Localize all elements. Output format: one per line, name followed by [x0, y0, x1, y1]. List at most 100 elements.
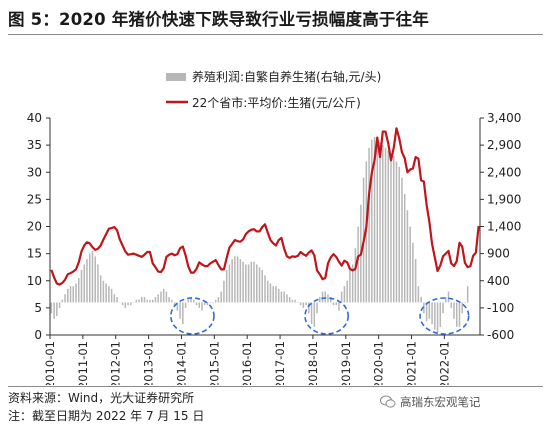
profit-bar — [319, 297, 321, 303]
profit-bar — [455, 302, 458, 327]
profit-bar — [80, 269, 83, 303]
profit-bar — [297, 302, 299, 303]
x-axis-tick-label: 2017-01 — [273, 341, 287, 385]
watermark: 高瑞东宏观笔记 — [380, 394, 481, 410]
profit-bar — [220, 291, 222, 303]
legend-swatch-profit — [166, 73, 186, 81]
profit-bar — [335, 302, 337, 306]
right-axis-tick-label: 900 — [487, 247, 510, 261]
left-axis-tick-label: 5 — [34, 301, 42, 315]
profit-bar — [91, 250, 94, 303]
profit-bar — [299, 302, 302, 306]
profit-bar — [119, 302, 121, 303]
profit-bar — [313, 302, 316, 327]
profit-bar — [165, 291, 168, 303]
left-axis-tick-label: 10 — [27, 274, 42, 288]
profit-bar — [146, 299, 148, 303]
profit-bar — [108, 286, 110, 303]
profit-bar — [143, 297, 146, 303]
profit-bar — [447, 291, 450, 303]
profit-bar — [168, 297, 170, 303]
profit-bar — [294, 299, 296, 303]
profit-bar — [316, 302, 318, 314]
profit-bar — [99, 275, 102, 303]
profit-bar — [236, 256, 239, 303]
profit-bar — [266, 280, 269, 303]
loss-circle — [170, 297, 215, 335]
profit-bar — [384, 147, 387, 303]
profit-bar — [225, 269, 228, 303]
source-note: 资料来源：Wind，光大证券研究所 — [8, 391, 195, 405]
right-axis-tick-label: 3,400 — [487, 111, 521, 125]
profit-bar — [327, 294, 329, 303]
profit-bar — [349, 269, 351, 303]
loss-circle — [419, 297, 470, 335]
profit-bar — [162, 288, 165, 303]
profit-bar — [83, 264, 85, 303]
profit-bar — [464, 302, 466, 303]
profit-bar — [431, 302, 433, 325]
x-axis-tick-label: 2012-01 — [109, 341, 123, 385]
profit-bar — [412, 242, 414, 303]
right-axis-tick-label: -100 — [487, 301, 514, 315]
x-axis-tick-label: 2020-01 — [372, 341, 386, 385]
profit-bar — [86, 259, 88, 303]
loss-highlight-circles — [170, 297, 470, 335]
profit-bar — [110, 288, 113, 303]
profit-bar — [261, 269, 264, 303]
x-axis-tick-label: 2019-01 — [339, 341, 353, 385]
profit-bar — [138, 299, 140, 303]
profit-bar — [277, 288, 280, 303]
date-note: 注：截至日期为 2022 年 7 月 15 日 — [8, 409, 205, 423]
profit-bar — [338, 302, 340, 311]
profit-bar — [242, 261, 244, 303]
chart-title: 图 5：2020 年猪价快速下跌导致行业亏损幅度高于往年 — [8, 10, 429, 29]
x-axis-tick-label: 2013-01 — [142, 341, 156, 385]
profit-bar — [310, 302, 313, 325]
profit-bar — [171, 299, 173, 303]
profit-bar — [157, 294, 159, 303]
legend-label-profit: 养殖利润:自繁自养生猪(右轴,元/头) — [192, 69, 381, 84]
profit-bar — [420, 297, 422, 303]
x-axis-tick-label: 2015-01 — [207, 341, 221, 385]
profit-bar — [324, 291, 327, 303]
profit-bar — [256, 264, 258, 303]
profit-bar — [428, 302, 431, 319]
left-axis-tick-label: 15 — [27, 247, 42, 261]
profit-bar — [329, 297, 332, 303]
profit-bar — [64, 294, 66, 303]
profit-bar — [379, 142, 381, 303]
watermark-text: 高瑞东宏观笔记 — [400, 395, 481, 409]
profit-bar — [466, 286, 469, 303]
x-axis-tick-label: 2016-01 — [240, 341, 254, 385]
profit-bar — [346, 280, 348, 303]
profit-bar — [461, 302, 463, 314]
x-axis-tick-label: 2022-01 — [437, 341, 451, 385]
profit-bar — [69, 286, 72, 303]
chart-canvas: 养殖利润:自繁自养生猪(右轴,元/头) 22个省市:平均价:生猪(元/公斤) 0… — [27, 69, 522, 385]
left-axis-tick-label: 35 — [27, 138, 42, 152]
profit-bar — [78, 278, 80, 303]
profit-bar — [72, 286, 75, 303]
profit-bar — [193, 299, 195, 303]
profit-bar — [272, 286, 274, 303]
profit-bar — [269, 283, 272, 303]
profit-bar — [201, 302, 203, 311]
profit-bar — [149, 299, 151, 303]
profit-bar — [187, 299, 190, 303]
profit-bar — [409, 226, 411, 303]
profit-bar — [214, 299, 217, 303]
profit-bar — [354, 248, 357, 303]
left-axis-tick-label: 25 — [27, 192, 42, 206]
profit-bar — [173, 302, 176, 306]
profit-bar — [332, 302, 335, 306]
profit-bar — [228, 264, 231, 303]
profit-bar — [458, 302, 461, 327]
profit-bar — [212, 302, 214, 303]
profit-bar — [195, 302, 198, 306]
wechat-icon — [380, 395, 396, 408]
profit-bar — [209, 302, 211, 303]
profit-bar — [453, 302, 455, 319]
profit-bar — [442, 302, 444, 314]
profit-bar — [245, 264, 247, 303]
